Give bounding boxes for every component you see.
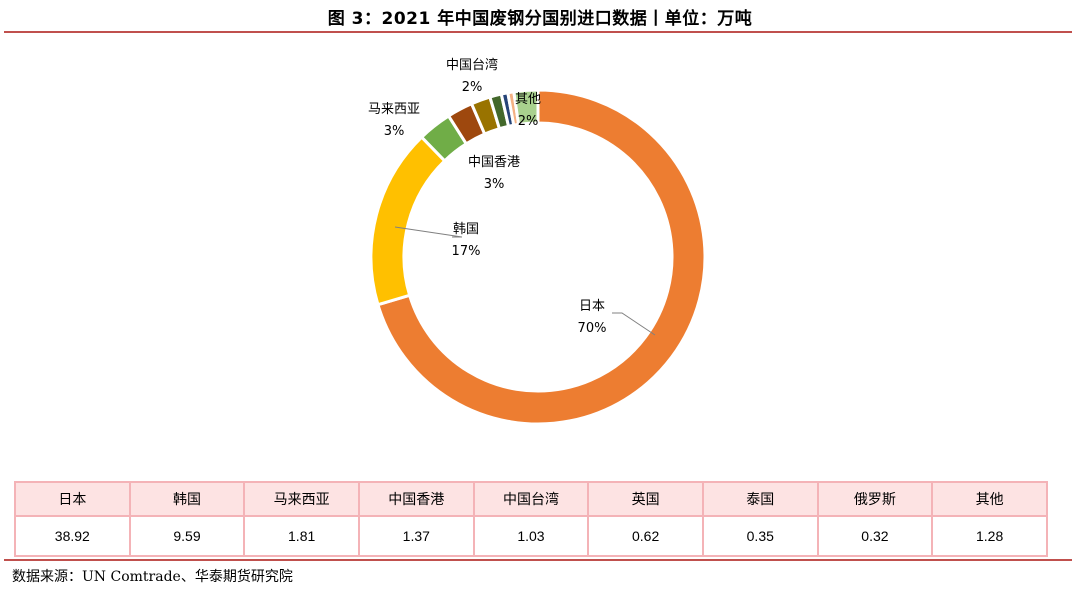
slice-label-percent: 2%: [518, 114, 539, 129]
slice-label-name: 中国香港: [468, 155, 520, 170]
table-header-cell: 英国: [587, 481, 704, 517]
leader-line: [612, 312, 656, 336]
slice-labels: 日本 70% 韩国 17% 马来西亚 3% 中国香港 3% 中国台湾 2% 其他 2%: [368, 57, 656, 336]
slice-label-name: 日本: [579, 299, 605, 314]
donut-slice-韩国: [369, 135, 447, 307]
table-value-cell: 0.32: [816, 515, 934, 557]
table-header-cell: 韩国: [128, 481, 246, 517]
source-note: 数据来源：UN Comtrade、华泰期货研究院: [12, 569, 293, 585]
table-header-cell: 泰国: [701, 481, 819, 517]
data-table: 日本 韩国 马来西亚 中国香港 中国台湾 英国 泰国 俄罗斯 其他 38.92 9.59 1.81 1…: [14, 481, 1048, 557]
leader-line: [394, 226, 463, 238]
chart-title: 图 3：2021 年中国废钢分国别进口数据丨单位：万吨: [327, 9, 753, 29]
table-header-cell: 中国香港: [357, 481, 475, 517]
table-value-cell: 1.37: [357, 515, 475, 557]
bottom-divider: [4, 559, 1072, 561]
slice-label-name: 马来西亚: [368, 102, 420, 117]
table-header-row: 日本 韩国 马来西亚 中国香港 中国台湾 英国 泰国 俄罗斯 其他: [14, 481, 1048, 517]
slice-label-percent: 17%: [452, 244, 481, 259]
slice-label-percent: 2%: [462, 80, 483, 95]
table-value-cell: 1.81: [243, 515, 360, 557]
table-value-cell: 1.28: [931, 515, 1048, 557]
slice-label-name: 韩国: [453, 222, 479, 237]
slice-label-name: 中国台湾: [446, 57, 498, 73]
donut-slice-日本: [376, 88, 707, 426]
table-value-row: 38.92 9.59 1.81 1.37 1.03 0.62 0.35 0.32 1.28: [14, 515, 1048, 557]
table-header-cell: 俄罗斯: [816, 481, 934, 517]
title-divider: [4, 31, 1072, 33]
slice-label-percent: 3%: [384, 124, 405, 139]
table-value-cell: 0.62: [587, 515, 704, 557]
table-value-cell: 9.59: [128, 515, 246, 557]
table-header-cell: 其他: [931, 481, 1048, 517]
table-value-cell: 38.92: [14, 515, 131, 557]
donut-slices: [369, 88, 707, 426]
donut-chart: 日本 70% 韩国 17% 马来西亚 3% 中国香港 3% 中国台湾 2% 其他 2%: [368, 57, 707, 426]
slice-label-percent: 70%: [578, 321, 607, 336]
donut-slice-其他: [512, 88, 540, 127]
table-value-cell: 0.35: [701, 515, 819, 557]
slice-label-name: 其他: [515, 92, 541, 107]
table-header-cell: 马来西亚: [243, 481, 360, 517]
table-header-cell: 日本: [14, 481, 131, 517]
table-value-cell: 1.03: [472, 515, 590, 557]
table-header-cell: 中国台湾: [472, 481, 590, 517]
slice-label-percent: 3%: [484, 177, 505, 192]
